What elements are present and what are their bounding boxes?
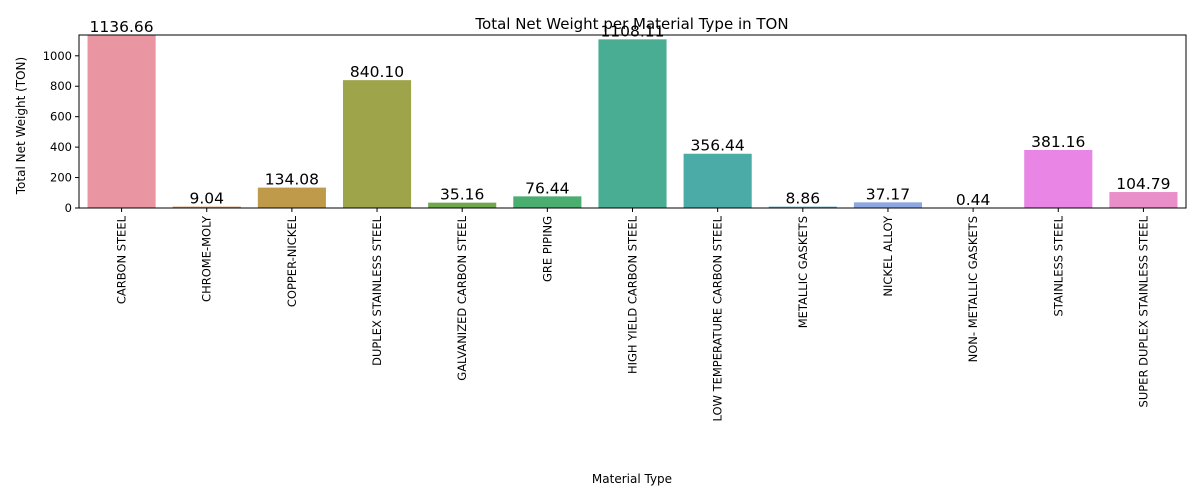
- bar: [172, 206, 241, 208]
- data-label: 381.16: [1031, 133, 1085, 151]
- data-label: 37.17: [866, 185, 910, 203]
- y-tick-label: 600: [50, 110, 72, 124]
- x-tick-label: NICKEL ALLOY: [881, 215, 895, 297]
- bar: [342, 80, 412, 208]
- y-tick-label: 1000: [43, 49, 72, 63]
- data-label: 76.44: [525, 179, 569, 197]
- bar: [598, 39, 667, 208]
- y-tick-label: 200: [50, 171, 72, 185]
- bar: [1109, 192, 1178, 208]
- data-label: 8.86: [786, 190, 821, 208]
- bar: [87, 35, 156, 208]
- x-tick-label: COPPER-NICKEL: [285, 215, 299, 307]
- x-tick-label: GALVANIZED CARBON STEEL: [455, 215, 469, 380]
- data-label: 0.44: [956, 191, 991, 209]
- bar: [853, 202, 923, 208]
- y-axis-label: Total Net Weight (TON): [14, 57, 28, 195]
- y-tick-label: 400: [50, 140, 72, 154]
- bar: [683, 153, 752, 208]
- x-tick-label: LOW TEMPERATURE CARBON STEEL: [711, 215, 725, 421]
- x-tick-label: DUPLEX STAINLESS STEEL: [370, 215, 384, 365]
- bar: [1024, 149, 1093, 208]
- x-tick-label: METALLIC GASKETS: [796, 216, 810, 328]
- plot-frame: [78, 34, 1187, 209]
- data-label: 35.16: [440, 186, 484, 204]
- data-label: 1108.11: [600, 22, 664, 40]
- data-label: 134.08: [265, 171, 319, 189]
- y-tick-label: 800: [50, 79, 72, 93]
- x-tick-label: CARBON STEEL: [115, 215, 129, 304]
- x-tick-label: GRE PIPING: [540, 216, 554, 282]
- data-label: 356.44: [691, 137, 745, 155]
- x-tick-label: NON- METALLIC GASKETS: [966, 216, 980, 362]
- data-label: 9.04: [189, 190, 224, 208]
- bar: [513, 196, 582, 208]
- y-tick-label: 0: [65, 201, 72, 215]
- x-tick-label: CHROME-MOLY: [200, 215, 214, 302]
- data-label: 104.79: [1116, 175, 1170, 193]
- x-tick-label: STAINLESS STEEL: [1051, 215, 1065, 316]
- data-label: 1136.66: [90, 18, 154, 36]
- plot-area: 1136.66 CARBON STEEL 9.04 CHROME-MOLY 134.08…: [43, 18, 1187, 422]
- bar: [428, 202, 497, 208]
- data-label: 840.10: [350, 63, 404, 81]
- bar: [768, 206, 837, 208]
- x-axis-label: Material Type: [592, 472, 672, 486]
- x-tick-label: SUPER DUPLEX STAINLESS STEEL: [1136, 215, 1150, 407]
- chart-title: Total Net Weight per Material Type in TO…: [474, 15, 788, 33]
- bar: [257, 187, 326, 208]
- x-tick-label: HIGH YIELD CARBON STEEL: [626, 215, 640, 374]
